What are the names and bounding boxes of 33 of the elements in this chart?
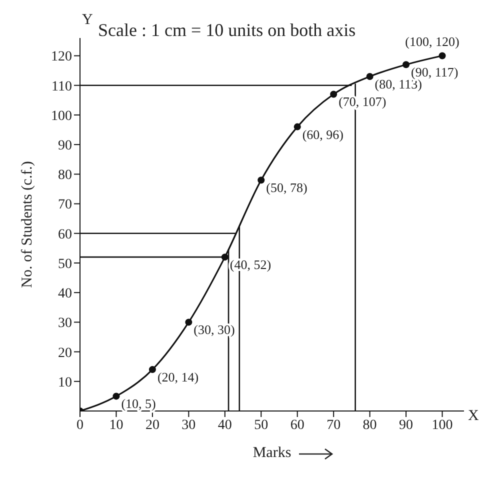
y-tick-label: 90 (58, 138, 72, 154)
y-tick-label: 120 (51, 50, 72, 65)
y-tick-label: 110 (52, 79, 72, 94)
y-tick-label: 30 (58, 316, 72, 332)
text: X (468, 408, 479, 425)
x-tick-label: 10 (109, 418, 124, 433)
y-tick-label: 60 (58, 227, 72, 242)
x-tick-label: 90 (399, 418, 414, 433)
x-tick-label: 30 (182, 418, 196, 433)
x-tick-label: 100 (432, 418, 453, 433)
x-axis-title: Marks (252, 445, 292, 461)
x-tick-label: 60 (290, 418, 304, 433)
data-label: (100, 120) (405, 34, 460, 49)
x-tick-label: 70 (326, 418, 341, 433)
x-tick-label: 20 (145, 418, 160, 433)
y-tick-label: 100 (51, 108, 72, 124)
text: Y (82, 12, 93, 29)
x-tick-label: 40 (218, 418, 232, 433)
data-label: (60, 96) (302, 126, 344, 142)
y-tick-label: 50 (58, 256, 72, 272)
y-axis-title: No. of Students (c.f.) (19, 161, 36, 288)
x-tick-label: 50 (254, 418, 268, 433)
data-label: (10, 5) (121, 396, 156, 412)
x-tick-label: 0 (76, 418, 84, 433)
y-tick-label: 70 (58, 198, 72, 213)
y-tick-label: 40 (58, 286, 72, 302)
x-tick-label: 80 (362, 418, 377, 433)
y-tick-label: 10 (58, 375, 72, 390)
y-tick-label: 80 (58, 168, 72, 184)
y-tick-label: 20 (58, 346, 72, 361)
data-label: (50, 78) (266, 180, 308, 196)
annotation: Scale : 1 cm = 10 units on both axis (98, 20, 356, 41)
data-label: (20, 14) (157, 370, 199, 385)
